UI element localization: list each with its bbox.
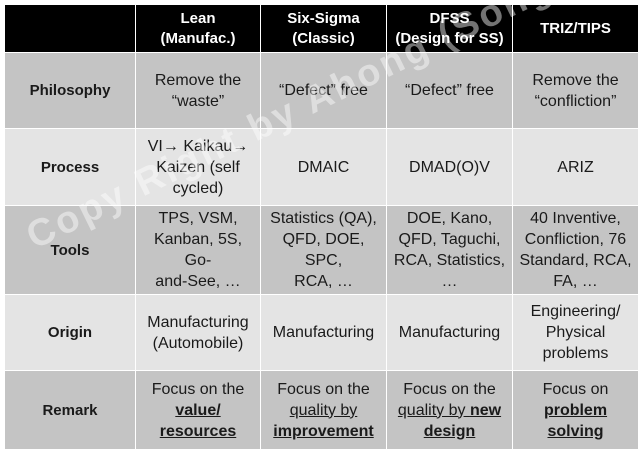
header-corner-cell	[4, 4, 136, 53]
header-six-sigma: Six-Sigma (Classic)	[260, 4, 387, 53]
remark-six-mid: quality by	[289, 401, 358, 419]
cell-process-six-sigma: DMAIC	[260, 128, 387, 206]
row-origin: Origin Manufacturing (Automobile) Manufa…	[4, 294, 639, 371]
remark-six-prefix: Focus on the	[277, 380, 370, 398]
remark-dfss-emphasis-1: new	[469, 401, 502, 419]
header-row: Lean (Manufac.) Six-Sigma (Classic) DFSS…	[4, 4, 639, 53]
remark-dfss-mid: quality by	[397, 401, 470, 419]
cell-remark-lean: Focus on the value/ resources	[135, 370, 261, 450]
remark-lean-prefix: Focus on the	[151, 380, 245, 398]
row-tools: Tools TPS, VSM, Kanban, 5S, Go- and-See,…	[4, 205, 639, 295]
cell-tools-dfss: DOE, Kano, QFD, Taguchi, RCA, Statistics…	[386, 205, 513, 295]
row-label-tools: Tools	[4, 205, 136, 295]
remark-triz-prefix: Focus on	[542, 380, 609, 398]
row-label-process: Process	[4, 128, 136, 206]
cell-remark-six-sigma: Focus on the quality by improvement	[260, 370, 387, 450]
cell-philosophy-dfss: “Defect” free	[386, 52, 513, 129]
header-lean: Lean (Manufac.)	[135, 4, 261, 53]
cell-process-dfss: DMAD(O)V	[386, 128, 513, 206]
remark-triz-emphasis: problem solving	[543, 401, 608, 440]
cell-remark-triz: Focus on problem solving	[512, 370, 639, 450]
row-remark: Remark Focus on the value/ resources Foc…	[4, 370, 639, 450]
remark-dfss-emphasis-2: design	[423, 422, 476, 440]
cell-origin-dfss: Manufacturing	[386, 294, 513, 371]
cell-tools-lean: TPS, VSM, Kanban, 5S, Go- and-See, …	[135, 205, 261, 295]
row-process: Process VI→ Kaikau→ Kaizen (self cycled)…	[4, 128, 639, 206]
row-label-origin: Origin	[4, 294, 136, 371]
row-label-philosophy: Philosophy	[4, 52, 136, 129]
remark-lean-emphasis: value/ resources	[159, 401, 237, 440]
remark-six-emphasis: improvement	[273, 422, 374, 440]
cell-philosophy-six-sigma: “Defect” free	[260, 52, 387, 129]
cell-process-triz: ARIZ	[512, 128, 639, 206]
cell-origin-triz: Engineering/ Physical problems	[512, 294, 639, 371]
remark-dfss-prefix: Focus on the	[403, 380, 496, 398]
header-dfss: DFSS (Design for SS)	[386, 4, 513, 53]
row-philosophy: Philosophy Remove the “waste” “Defect” f…	[4, 52, 639, 129]
cell-process-lean: VI→ Kaikau→ Kaizen (self cycled)	[135, 128, 261, 206]
cell-tools-six-sigma: Statistics (QA), QFD, DOE, SPC, RCA, …	[260, 205, 387, 295]
cell-philosophy-triz: Remove the “confliction”	[512, 52, 639, 129]
cell-tools-triz: 40 Inventive, Confliction, 76 Standard, …	[512, 205, 639, 295]
cell-origin-lean: Manufacturing (Automobile)	[135, 294, 261, 371]
cell-philosophy-lean: Remove the “waste”	[135, 52, 261, 129]
cell-remark-dfss: Focus on the quality by new design	[386, 370, 513, 450]
cell-origin-six-sigma: Manufacturing	[260, 294, 387, 371]
row-label-remark: Remark	[4, 370, 136, 450]
header-triz: TRIZ/TIPS	[512, 4, 639, 53]
comparison-table: Lean (Manufac.) Six-Sigma (Classic) DFSS…	[4, 4, 639, 450]
